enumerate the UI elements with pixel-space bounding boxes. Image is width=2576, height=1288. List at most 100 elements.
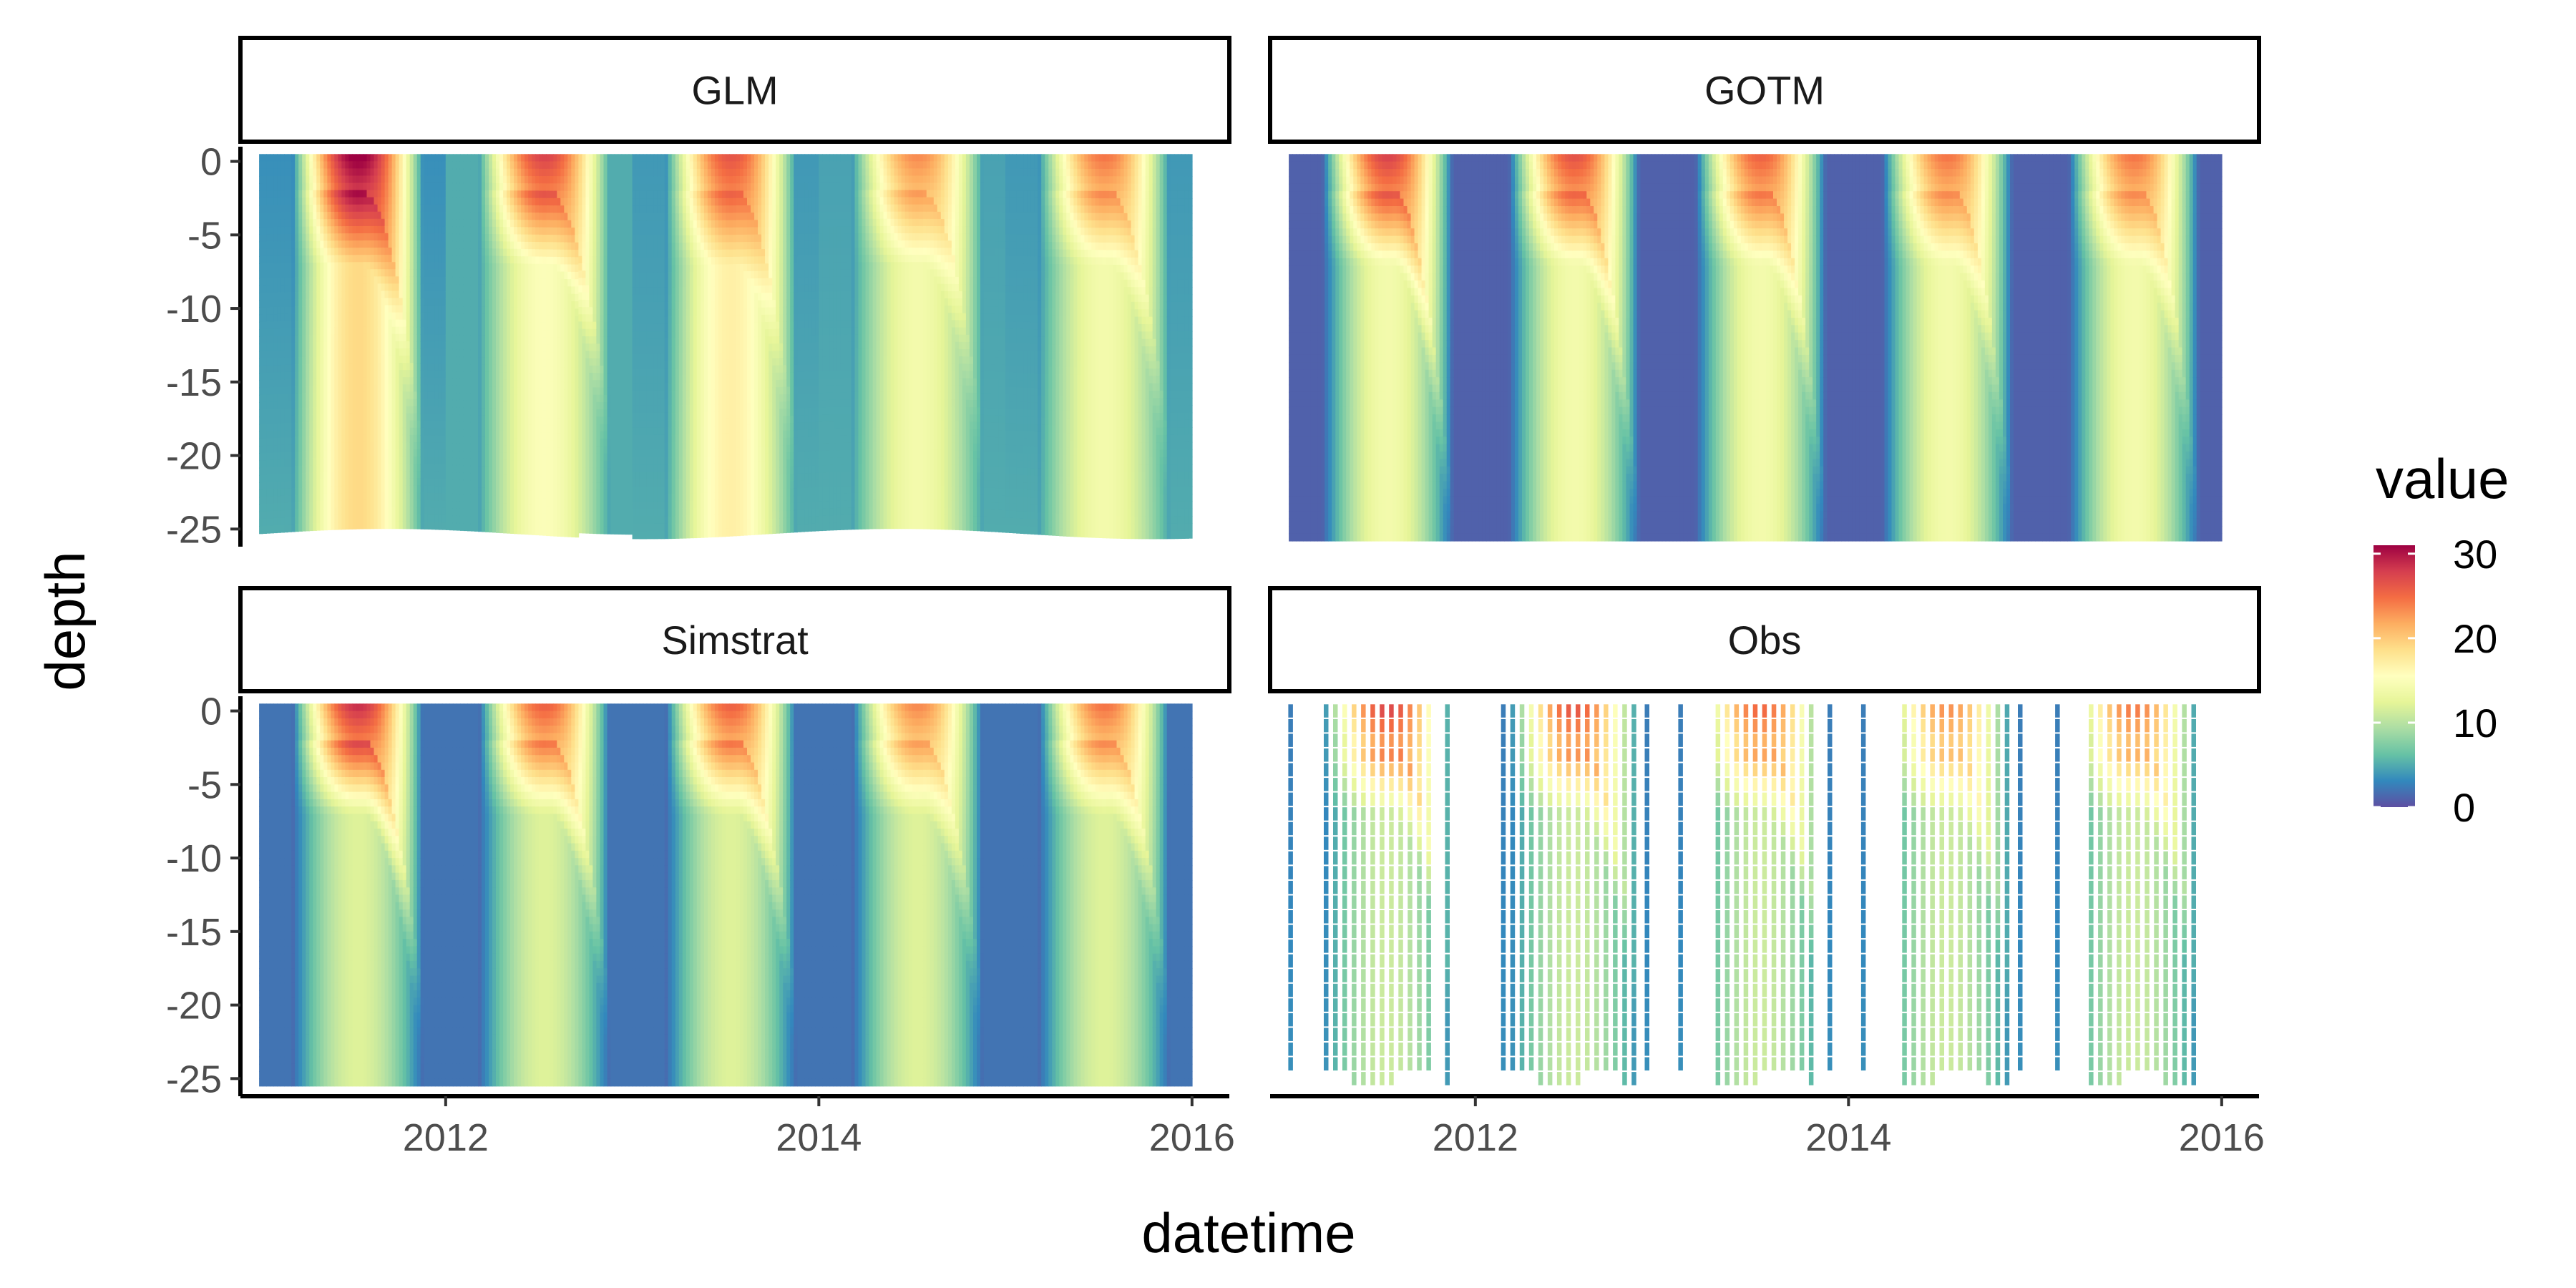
heatmap-tile (338, 320, 342, 328)
heatmap-tile (442, 306, 447, 313)
heatmap-tile (367, 485, 371, 493)
heatmap-tile (309, 364, 313, 372)
heatmap-tile (345, 507, 349, 515)
heatmap-tile (270, 249, 274, 257)
heatmap-tile (313, 248, 317, 256)
heatmap-tile (381, 413, 386, 421)
heatmap-tile (273, 365, 278, 373)
heatmap-tile (503, 256, 507, 264)
heatmap-tile (381, 320, 386, 328)
heatmap-tile (284, 197, 288, 205)
heatmap-tile (273, 161, 278, 169)
heatmap-tile (277, 459, 281, 467)
heatmap-tile (399, 478, 404, 486)
heatmap-tile (306, 524, 310, 532)
heatmap-tile (467, 321, 472, 328)
heatmap-tile (399, 269, 404, 277)
heatmap-tile (367, 406, 371, 414)
heatmap-tile (298, 306, 303, 314)
heatmap-tile (478, 255, 482, 263)
heatmap-tile (385, 356, 389, 364)
heatmap-tile (503, 249, 507, 257)
heatmap-tile (306, 335, 310, 343)
heatmap-tile (341, 348, 346, 356)
heatmap-tile (435, 421, 439, 429)
heatmap-tile (316, 386, 321, 394)
heatmap-tile (460, 270, 464, 278)
heatmap-tile (482, 488, 486, 496)
heatmap-tile (371, 205, 375, 213)
heatmap-tile (464, 284, 468, 292)
heatmap-tile (499, 525, 504, 533)
heatmap-tile (338, 522, 342, 530)
heatmap-tile (356, 306, 361, 313)
heatmap-tile (399, 197, 404, 205)
heatmap-tile (288, 169, 292, 177)
heatmap-tile (446, 212, 450, 220)
heatmap-tile (364, 240, 368, 248)
heatmap-tile (464, 190, 468, 198)
heatmap-tile (381, 420, 386, 428)
heatmap-tile (435, 334, 439, 342)
heatmap-tile (482, 205, 486, 213)
heatmap-tile (378, 521, 382, 529)
heatmap-tile (421, 486, 425, 494)
heatmap-tile (338, 443, 342, 451)
heatmap-tile (263, 439, 267, 447)
heatmap-tile (428, 486, 432, 494)
heatmap-tile (421, 212, 425, 220)
heatmap-tile (496, 387, 500, 395)
heatmap-tile (406, 341, 411, 349)
heatmap-tile (356, 240, 361, 248)
heatmap-tile (323, 457, 328, 465)
heatmap-tile (327, 219, 331, 227)
heatmap-tile (446, 328, 450, 336)
heatmap-tile (442, 233, 447, 241)
heatmap-tile (485, 205, 489, 213)
heatmap-tile (492, 169, 497, 177)
heatmap-tile (417, 449, 421, 457)
heatmap-tile (499, 518, 504, 526)
heatmap-tile (280, 248, 285, 256)
heatmap-tile (320, 436, 324, 444)
heatmap-tile (457, 313, 461, 321)
heatmap-tile (353, 291, 357, 299)
heatmap-tile (460, 516, 464, 524)
heatmap-tile (410, 212, 414, 220)
heatmap-tile (298, 401, 303, 409)
heatmap-tile (496, 379, 500, 387)
heatmap-tile (428, 414, 432, 421)
heatmap-tile (316, 523, 321, 531)
heatmap-tile (510, 424, 514, 431)
heatmap-tile (277, 227, 281, 235)
heatmap-tile (396, 306, 400, 313)
heatmap-tile (439, 500, 443, 508)
heatmap-tile (306, 473, 310, 481)
heatmap-tile (327, 356, 331, 364)
heatmap-tile (291, 183, 296, 191)
heatmap-tile (338, 313, 342, 321)
heatmap-tile (381, 384, 386, 392)
heatmap-tile (306, 393, 310, 401)
heatmap-tile (306, 154, 310, 162)
heatmap-tile (457, 479, 461, 487)
heatmap-tile (467, 371, 472, 379)
heatmap-tile (474, 487, 479, 495)
heatmap-tile (403, 327, 407, 335)
heatmap-tile (280, 263, 285, 271)
heatmap-tile (446, 443, 450, 451)
heatmap-tile (273, 220, 278, 228)
heatmap-tile (489, 220, 493, 228)
heatmap-tile (291, 328, 296, 336)
heatmap-tile (417, 219, 421, 227)
heatmap-tile (288, 255, 292, 263)
heatmap-tile (313, 226, 317, 234)
heatmap-tile (424, 435, 429, 443)
heatmap-tile (389, 435, 393, 443)
heatmap-tile (356, 248, 361, 255)
heatmap-tile (356, 291, 361, 299)
heatmap-tile (403, 154, 407, 162)
heatmap-tile (371, 341, 375, 349)
heatmap-tile (345, 161, 349, 169)
heatmap-tile (417, 255, 421, 263)
